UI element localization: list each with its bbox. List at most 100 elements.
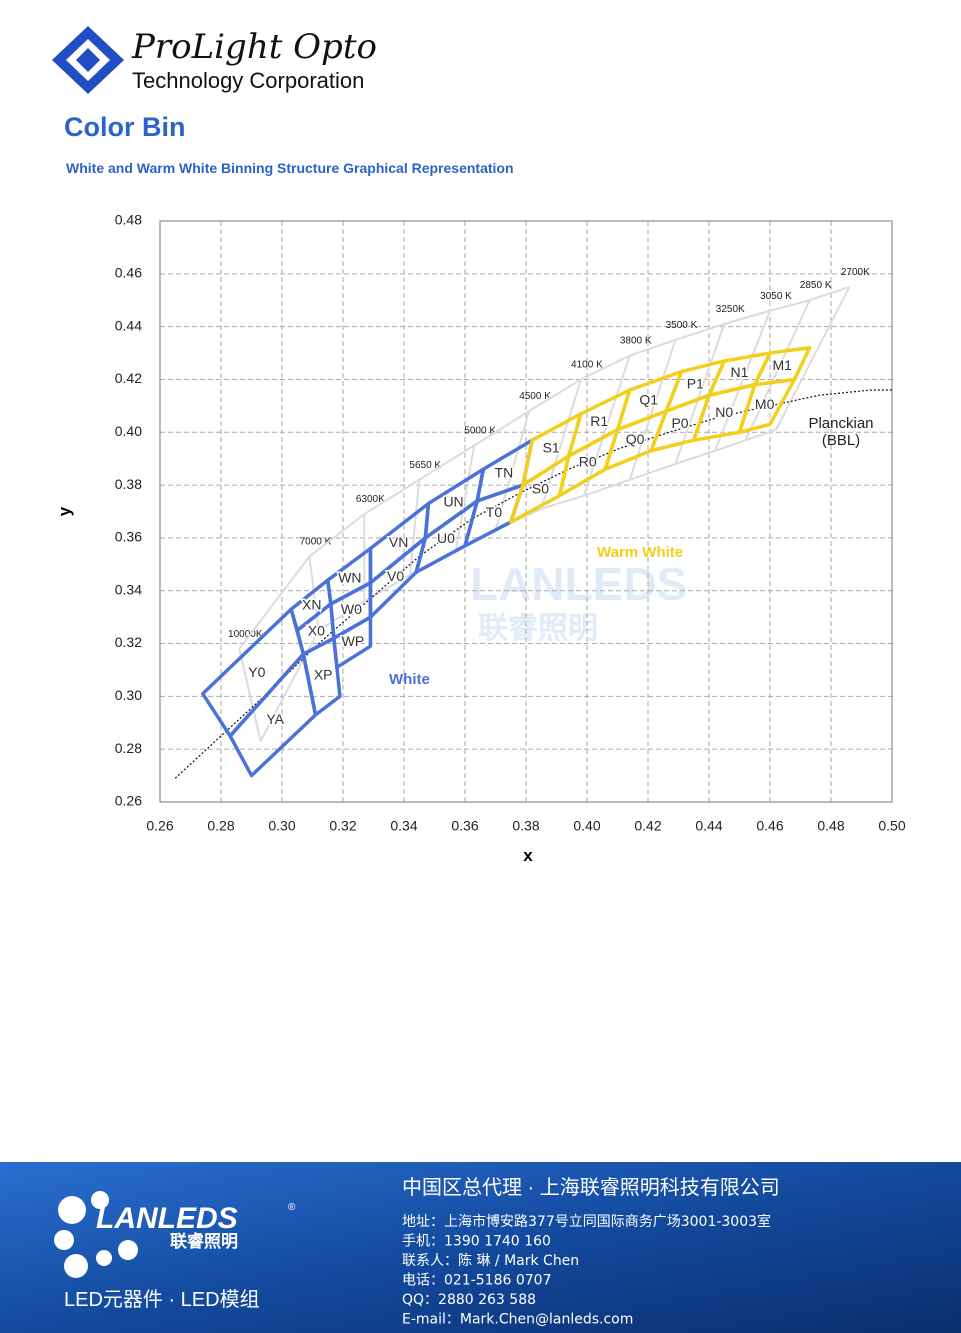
y-tick-label: 0.34 xyxy=(115,581,142,597)
y-tick-label: 0.44 xyxy=(115,317,142,333)
bin-label: YA xyxy=(266,711,284,727)
cct-line xyxy=(494,410,531,531)
footer-brand: LANLEDS xyxy=(96,1202,238,1235)
bin-label: S0 xyxy=(532,480,549,496)
x-tick-label: 0.50 xyxy=(878,818,905,834)
x-tick-label: 0.38 xyxy=(512,818,539,834)
cct-edge xyxy=(363,478,420,515)
cct-edge xyxy=(629,463,676,481)
bin xyxy=(301,636,342,717)
cct-label: 5000 K xyxy=(464,425,496,436)
section-title: Color Bin xyxy=(64,112,186,142)
cct-line xyxy=(674,323,726,465)
bin xyxy=(737,377,797,435)
series-label: Warm White xyxy=(597,544,683,561)
bin-label: Y0 xyxy=(248,664,265,680)
planckian-label: Planckian xyxy=(808,415,873,432)
cct-edge xyxy=(675,449,716,465)
planckian-locus xyxy=(174,389,892,779)
cct-edge xyxy=(714,439,746,452)
bin xyxy=(332,615,373,670)
cct-line xyxy=(540,379,582,510)
contact-line: 手机：1390 1740 160 xyxy=(402,1234,551,1250)
x-tick-label: 0.42 xyxy=(634,818,661,834)
cct-line xyxy=(582,355,631,496)
contact-line: E-mail：Mark.Chen@lanleds.com xyxy=(402,1312,633,1328)
y-tick-label: 0.42 xyxy=(115,370,142,386)
cct-edge xyxy=(745,428,777,442)
caption: White and Warm White Binning Structure G… xyxy=(66,160,514,176)
bin-label: XN xyxy=(302,597,321,613)
y-tick-label: 0.38 xyxy=(115,476,142,492)
bin-label: P0 xyxy=(671,415,688,431)
bin-label: VN xyxy=(389,534,408,550)
bin-label: WP xyxy=(342,633,365,649)
cct-edge xyxy=(318,600,365,632)
watermark-brand-cn: 联睿照明 xyxy=(478,612,598,645)
y-tick-label: 0.48 xyxy=(115,212,142,228)
bin-label: M0 xyxy=(755,396,775,412)
bin-label: N1 xyxy=(731,364,749,380)
cct-line xyxy=(454,445,476,552)
footer-brand-cn: 联睿照明 xyxy=(170,1231,238,1251)
bin-label: T0 xyxy=(486,504,503,520)
contact-line: QQ：2880 263 588 xyxy=(402,1292,536,1308)
cct-edge xyxy=(528,378,582,412)
company-subtitle: Technology Corporation xyxy=(132,68,364,93)
x-tick-label: 0.36 xyxy=(451,818,478,834)
y-tick-label: 0.40 xyxy=(115,423,142,439)
cct-label: 3500 K xyxy=(666,320,698,331)
cct-label: 2700K xyxy=(841,267,870,278)
bin-label: P1 xyxy=(687,375,704,391)
logo xyxy=(52,26,124,94)
company-name: ProLight Opto xyxy=(131,27,377,67)
y-tick-label: 0.28 xyxy=(115,740,142,756)
y-tick-label: 0.26 xyxy=(115,793,142,809)
series-label: White xyxy=(389,671,430,688)
x-tick-label: 0.32 xyxy=(329,818,356,834)
cct-edge xyxy=(583,478,631,497)
bin-label: V0 xyxy=(387,568,404,584)
bin-label: S1 xyxy=(543,439,560,455)
x-tick-label: 0.44 xyxy=(695,818,722,834)
cct-label: 4100 K xyxy=(571,359,603,370)
footer-band xyxy=(0,1162,961,1333)
cct-line xyxy=(775,286,851,431)
cct-line xyxy=(409,479,421,575)
bin-label: X0 xyxy=(308,622,325,638)
cct-edge xyxy=(629,338,676,357)
bin-label: W0 xyxy=(341,601,362,617)
contact-line: 联系人：陈 琳 / Mark Chen xyxy=(402,1252,579,1269)
cct-line xyxy=(308,556,320,631)
x-tick-label: 0.40 xyxy=(573,818,600,834)
cct-line xyxy=(238,648,262,742)
x-tick-label: 0.34 xyxy=(390,818,417,834)
cct-label: 3050 K xyxy=(760,291,792,302)
bin-label: TN xyxy=(495,465,514,481)
contact-line: 地址：上海市博安路377号立同国际商务广场3001-3003室 xyxy=(402,1213,771,1230)
cct-edge xyxy=(809,286,850,302)
cct-edge xyxy=(259,629,320,742)
registered: ® xyxy=(288,1202,296,1213)
cct-label: 7000 K xyxy=(300,536,332,547)
x-tick-label: 0.46 xyxy=(756,818,783,834)
x-tick-label: 0.30 xyxy=(268,818,295,834)
bin-label: R1 xyxy=(590,413,608,429)
bin-label: UN xyxy=(443,494,463,510)
cct-label: 10000K xyxy=(228,629,263,640)
chart: 0.26 0.28 0.30 0.32 0.34 0.36 0.38 0.40 0.42 0.44… xyxy=(55,212,906,865)
bin-label: Q0 xyxy=(626,431,645,447)
bin-label: Q1 xyxy=(639,391,658,407)
x-tick-label: 0.48 xyxy=(817,818,844,834)
watermark-brand: LANLEDS xyxy=(470,558,687,610)
cct-edge xyxy=(723,309,771,325)
cct-edge xyxy=(769,299,810,312)
footer-logo xyxy=(54,1191,138,1278)
footer-company: 中国区总代理 · 上海联睿照明科技有限公司 xyxy=(402,1176,780,1199)
x-tick-label: 0.28 xyxy=(207,818,234,834)
cct-label: 3800 K xyxy=(620,336,652,347)
x-tick-label: 0.26 xyxy=(146,818,173,834)
y-tick-label: 0.30 xyxy=(115,687,142,703)
